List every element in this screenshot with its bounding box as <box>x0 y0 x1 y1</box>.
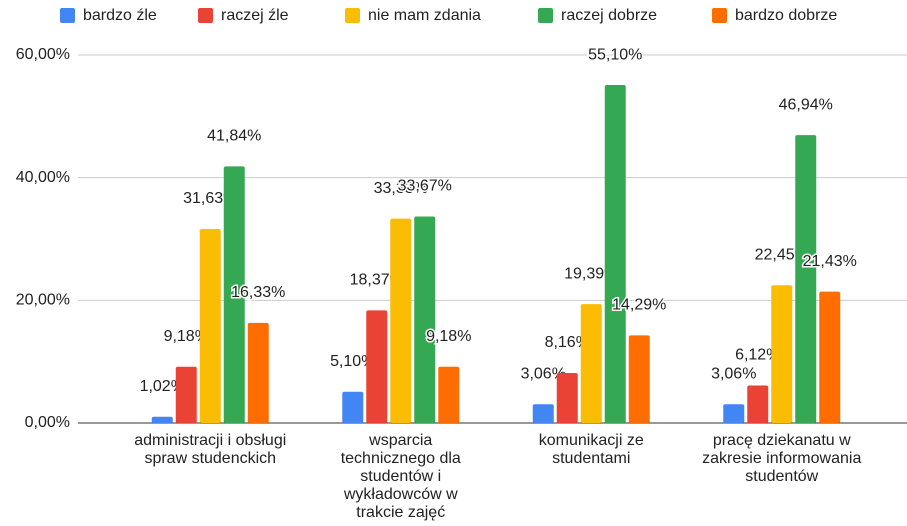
bar <box>223 166 245 423</box>
bar <box>771 285 793 423</box>
bar <box>342 391 364 423</box>
bar <box>628 335 650 423</box>
legend-label: bardzo źle <box>83 7 157 24</box>
value-label: 8,16% <box>545 334 590 351</box>
value-label: 6,12% <box>735 347 780 364</box>
value-label: 5,10% <box>330 353 375 370</box>
bar <box>723 404 745 423</box>
legend-label: raczej dobrze <box>561 7 657 24</box>
value-label: 21,43% <box>803 253 857 270</box>
value-label: 16,33% <box>231 284 285 301</box>
y-tick-label: 60,00% <box>16 46 70 63</box>
bar <box>580 304 602 423</box>
legend-swatch <box>198 8 213 23</box>
value-label: 3,06% <box>711 365 756 382</box>
bar <box>366 310 388 423</box>
value-label: 46,94% <box>779 96 833 113</box>
x-tick-label: komunikacji ze studentami <box>538 432 644 467</box>
value-label: 14,29% <box>612 297 666 314</box>
value-label: 3,06% <box>521 365 566 382</box>
y-tick-label: 0,00% <box>25 414 70 431</box>
x-tick-label: administracji i obsługi spraw studenckic… <box>134 432 287 467</box>
y-tick-label: 40,00% <box>16 169 70 186</box>
legend-swatch <box>712 8 727 23</box>
value-label: 33,33% <box>374 180 428 197</box>
legend-swatch <box>345 8 360 23</box>
bar <box>532 404 554 423</box>
legend-label: raczej źle <box>221 7 289 24</box>
bar <box>795 135 817 424</box>
bar <box>747 385 769 423</box>
value-label: 41,84% <box>207 128 261 145</box>
bar <box>819 291 841 423</box>
legend-label: nie mam zdania <box>368 7 481 24</box>
y-tick-label: 20,00% <box>16 292 70 309</box>
x-tick-label: wsparcia technicznego dla studentów i wy… <box>340 432 461 521</box>
value-label: 9,18% <box>426 328 471 345</box>
bar <box>175 366 197 423</box>
value-label: 9,18% <box>164 328 209 345</box>
value-label: 33,67% <box>398 178 452 195</box>
bar <box>199 229 221 423</box>
bar <box>556 372 578 423</box>
legend-label: bardzo dobrze <box>735 7 837 24</box>
legend-swatch <box>538 8 553 23</box>
bar <box>604 85 626 423</box>
bar <box>247 322 269 423</box>
x-tick-label: pracę dziekanatu w zakresie informowania… <box>702 432 862 485</box>
bar <box>414 216 436 423</box>
bar <box>390 218 412 423</box>
value-label: 55,10% <box>588 46 642 63</box>
bar <box>151 416 173 423</box>
value-label: 1,02% <box>140 378 185 395</box>
bar <box>438 366 460 423</box>
legend-swatch <box>60 8 75 23</box>
